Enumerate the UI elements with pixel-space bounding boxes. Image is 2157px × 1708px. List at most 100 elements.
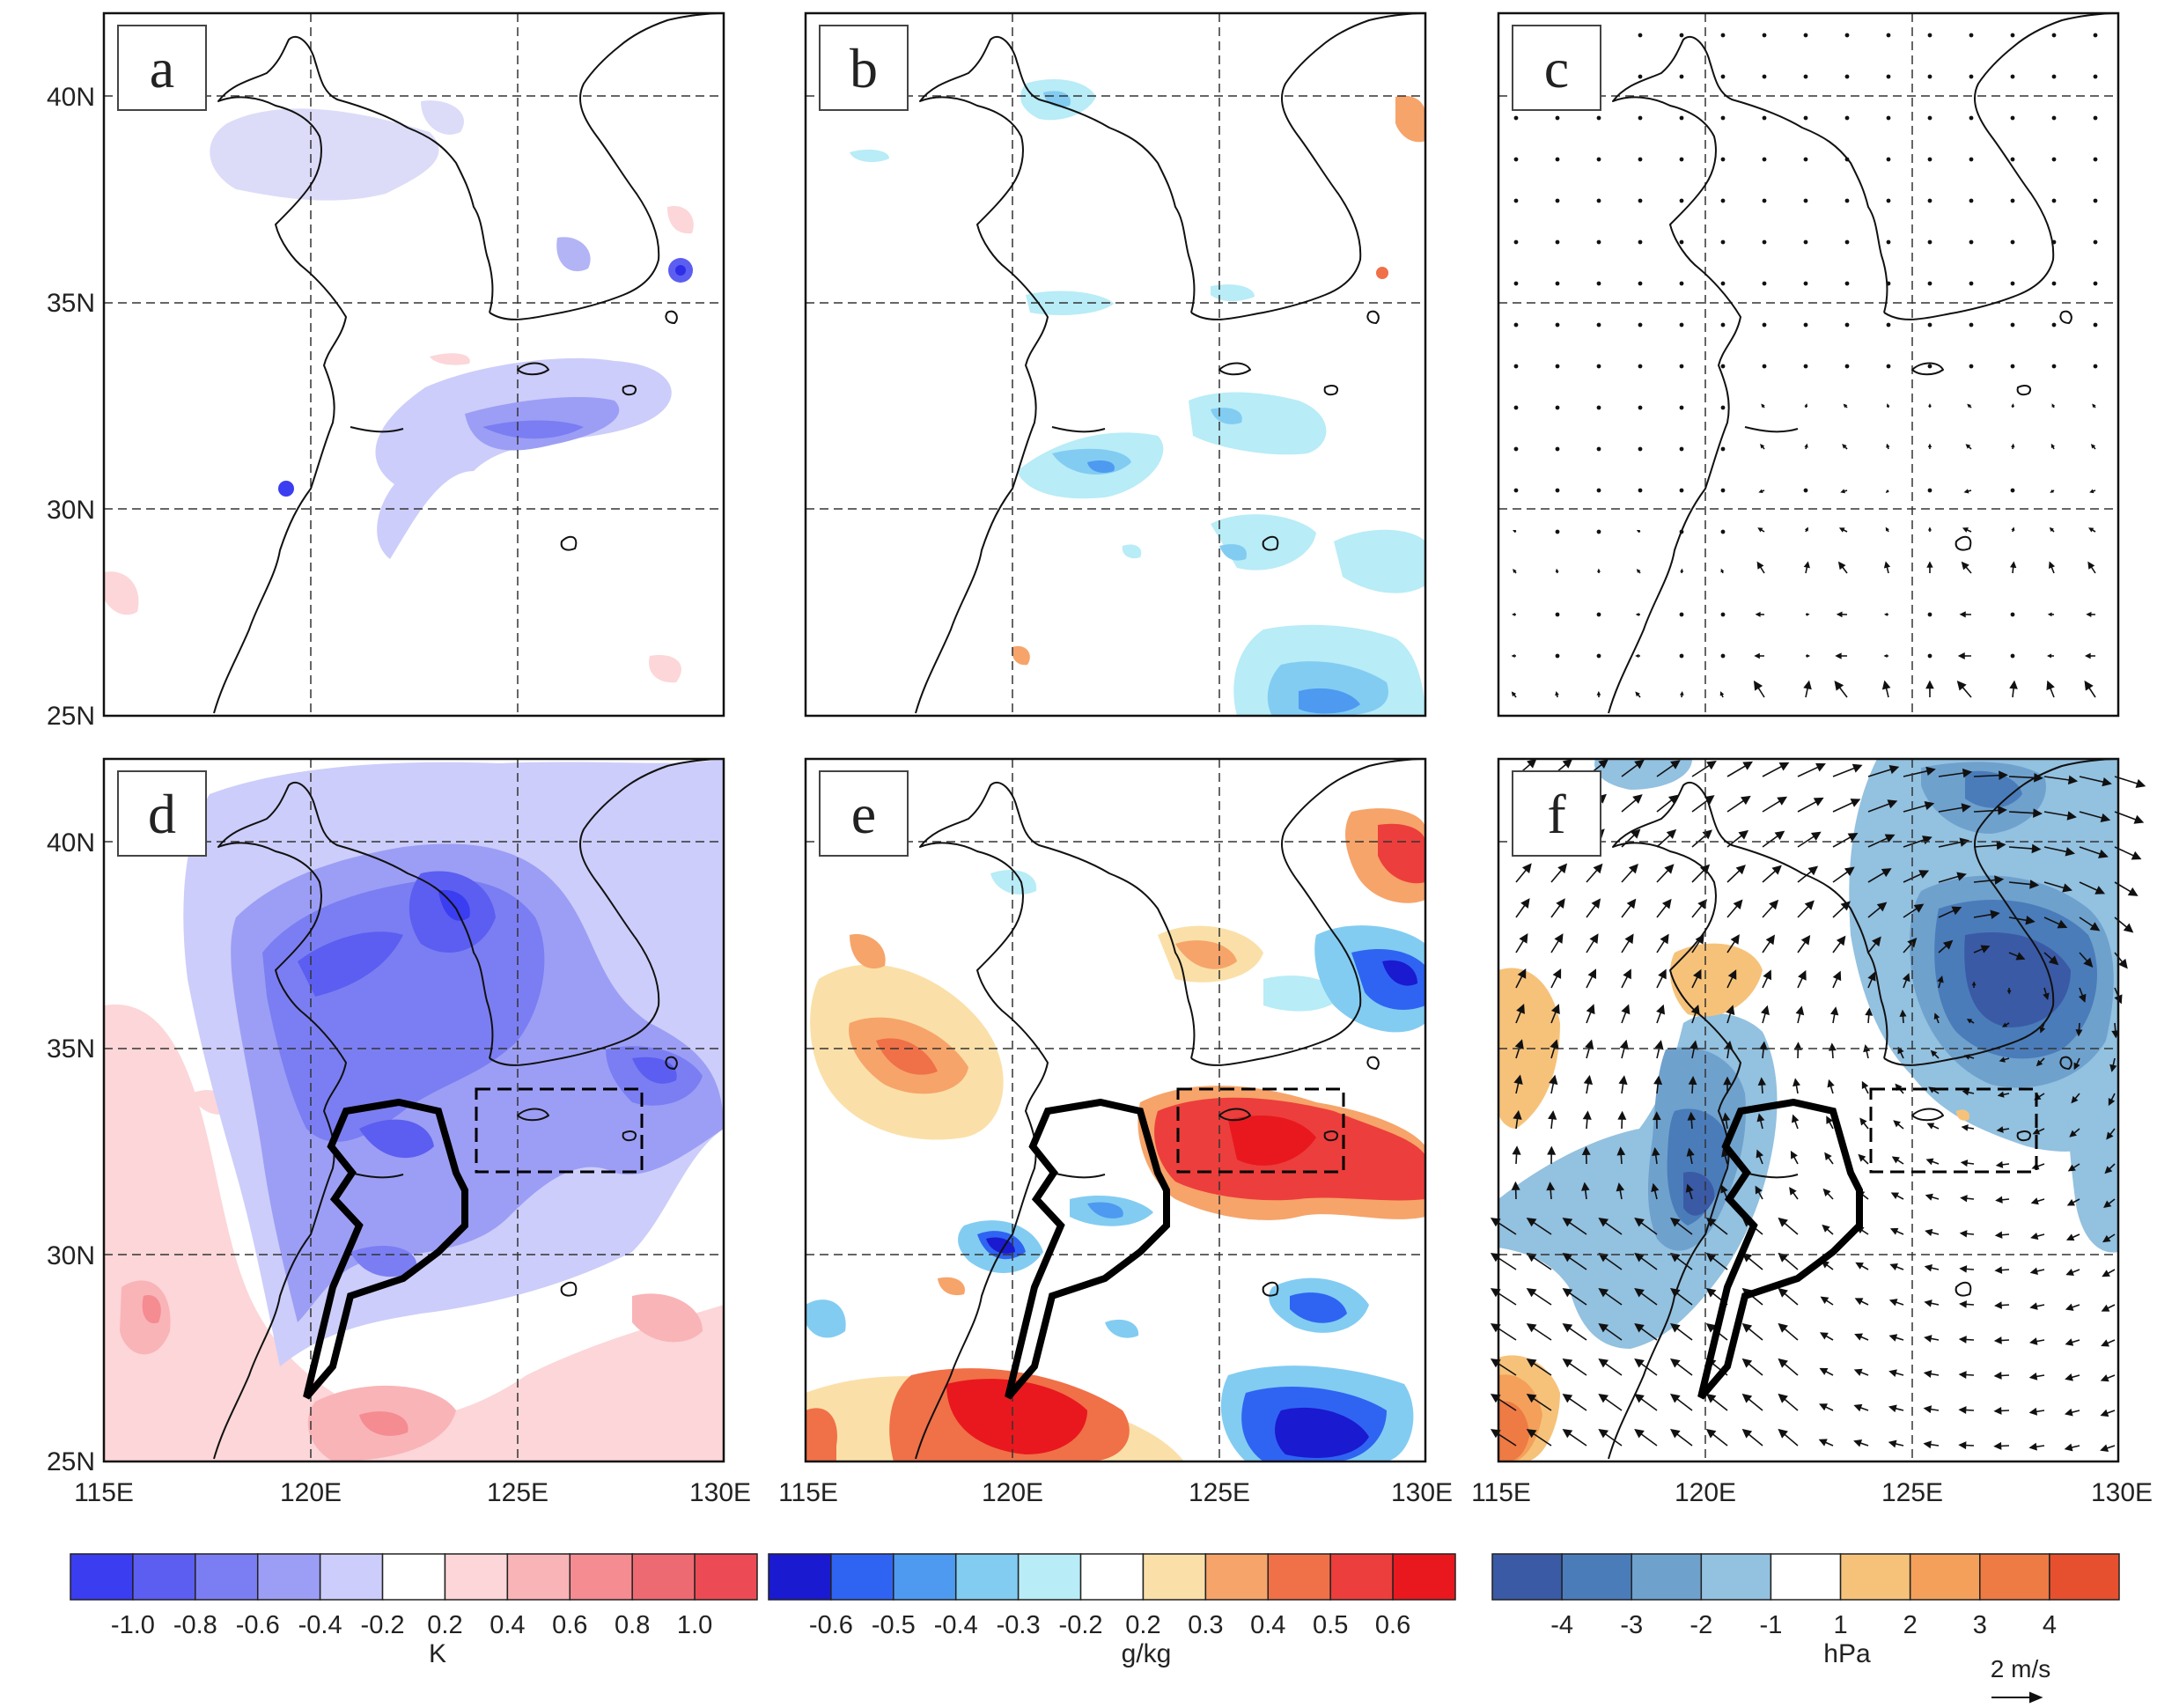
wind-vector-head — [1756, 561, 1764, 570]
wind-vector-head — [1923, 1405, 1932, 1414]
wind-vector — [1720, 322, 1726, 328]
wind-vector-head — [1669, 1322, 1681, 1333]
wind-vector-head — [1660, 933, 1669, 945]
wind-vector-head — [1928, 403, 1932, 407]
wind-vector-head — [1562, 1287, 1573, 1298]
wind-vector — [1513, 364, 1519, 369]
wind-vector-head — [1933, 1012, 1940, 1020]
wind-vector — [1679, 157, 1684, 162]
colorbar-swatch — [381, 1553, 446, 1601]
wind-vector-head — [1581, 1145, 1591, 1155]
wind-vector-head — [1635, 612, 1639, 616]
wind-vector-head — [2103, 1200, 2112, 1209]
wind-vector-head — [1562, 1358, 1573, 1368]
wind-vector — [1513, 322, 1519, 328]
lon-tick-label: 115E — [778, 1478, 838, 1507]
wind-vector — [1720, 405, 1726, 410]
wind-vector-head — [2131, 850, 2142, 860]
wind-vector-head — [2015, 952, 2026, 961]
colorbar-swatch — [1979, 1553, 2050, 1601]
wind-vector — [1596, 446, 1601, 452]
wind-vector-head — [1598, 1287, 1609, 1298]
anomaly-contours-d — [104, 759, 724, 1461]
colorbar-swatch — [1700, 1553, 1772, 1601]
wind-vector-head — [1861, 1080, 1869, 1090]
wind-vector-head — [1960, 1160, 1969, 1167]
wind-vector-head — [1961, 803, 1971, 813]
wind-vector-head — [1993, 1406, 2002, 1415]
wind-vector-head — [1758, 489, 1763, 494]
colorbar-swatch — [893, 1553, 957, 1601]
wind-vector — [1844, 239, 1850, 245]
wind-vector-head — [1889, 1227, 1899, 1235]
wind-vector-head — [1778, 1428, 1788, 1439]
wind-vector — [1886, 115, 1891, 121]
wind-vector — [1679, 446, 1684, 452]
wind-vector-head — [1888, 1369, 1897, 1377]
wind-vector-head — [2057, 919, 2068, 929]
wind-vector-head — [1793, 1042, 1802, 1050]
wind-vector-head — [1598, 1358, 1609, 1368]
wind-vector-head — [1514, 1039, 1524, 1049]
wind-vector-head — [1755, 1185, 1763, 1195]
wind-vector-head — [2001, 1022, 2008, 1027]
wind-vector — [1638, 115, 1643, 121]
wind-vector-head — [1996, 1126, 2004, 1133]
wind-vector-head — [1822, 1188, 1831, 1196]
wind-vector-head — [1854, 1333, 1863, 1341]
wind-vector-head — [1759, 1041, 1768, 1050]
wind-vector-head — [2046, 680, 2055, 691]
wind-vector — [1596, 653, 1601, 659]
wind-vector-head — [1937, 975, 1944, 983]
colorbar-tick-label: 0.2 — [1125, 1611, 1160, 1639]
wind-vector-head — [1685, 1183, 1694, 1193]
colorbar-tick-label: -4 — [1550, 1611, 1573, 1639]
wind-vector — [1720, 488, 1726, 493]
grid-d — [104, 759, 724, 1461]
wind-vector — [1679, 281, 1684, 286]
wind-vector-head — [1720, 568, 1725, 573]
colorbar-tick-label: 0.4 — [1250, 1611, 1285, 1639]
wind-vector-head — [1851, 763, 1863, 773]
wind-vector-head — [1790, 1150, 1798, 1160]
wind-vector-head — [2102, 777, 2112, 787]
colorbar-tick-label: -0.4 — [934, 1611, 978, 1639]
wind-vector-head — [2047, 612, 2052, 617]
wind-vector — [1555, 239, 1560, 245]
wind-vector-head — [2028, 1407, 2038, 1416]
wind-vector-head — [1822, 1224, 1830, 1233]
wind-vector-head — [1888, 1334, 1898, 1342]
wind-vector-head — [1804, 403, 1808, 408]
wind-vector-head — [2030, 1232, 2039, 1241]
wind-vector-head — [1554, 933, 1564, 944]
wind-vector-head — [1616, 1182, 1625, 1192]
wind-vector-head — [1993, 1336, 2002, 1344]
colorbar-humidity: -0.6 -0.5 -0.4 -0.3 -0.2 0.2 0.3 0.4 0.5 0.6 — [768, 1553, 1456, 1639]
colorbar-swatch — [768, 1553, 832, 1601]
wind-vector-head — [1824, 1152, 1832, 1161]
wind-vector-head — [1883, 561, 1891, 569]
wind-vector — [1596, 322, 1601, 328]
wind-vector — [1555, 405, 1560, 410]
wind-vector — [1638, 157, 1643, 162]
wind-vector — [1638, 33, 1643, 38]
anomaly-contours-a — [104, 100, 694, 683]
wind-vector-head — [1844, 866, 1855, 876]
coastline-a — [213, 12, 725, 714]
wind-vector — [1596, 198, 1601, 203]
wind-vector-head — [1688, 1076, 1697, 1086]
wind-vector-head — [1886, 443, 1890, 448]
lon-tick-label: 120E — [280, 1478, 342, 1507]
wind-vector-head — [1596, 568, 1601, 572]
wind-vector-head — [1591, 898, 1601, 909]
wind-vector — [1679, 115, 1684, 121]
wind-vector-head — [1705, 1393, 1717, 1403]
wind-vector-head — [1815, 762, 1826, 772]
study-area-box — [1176, 1087, 1345, 1174]
wind-vector-head — [2029, 1302, 2038, 1310]
colorbar-swatch — [195, 1553, 259, 1601]
wind-vector — [1638, 488, 1643, 493]
wind-vector — [1762, 364, 1767, 369]
wind-vector-head — [1834, 680, 1844, 691]
